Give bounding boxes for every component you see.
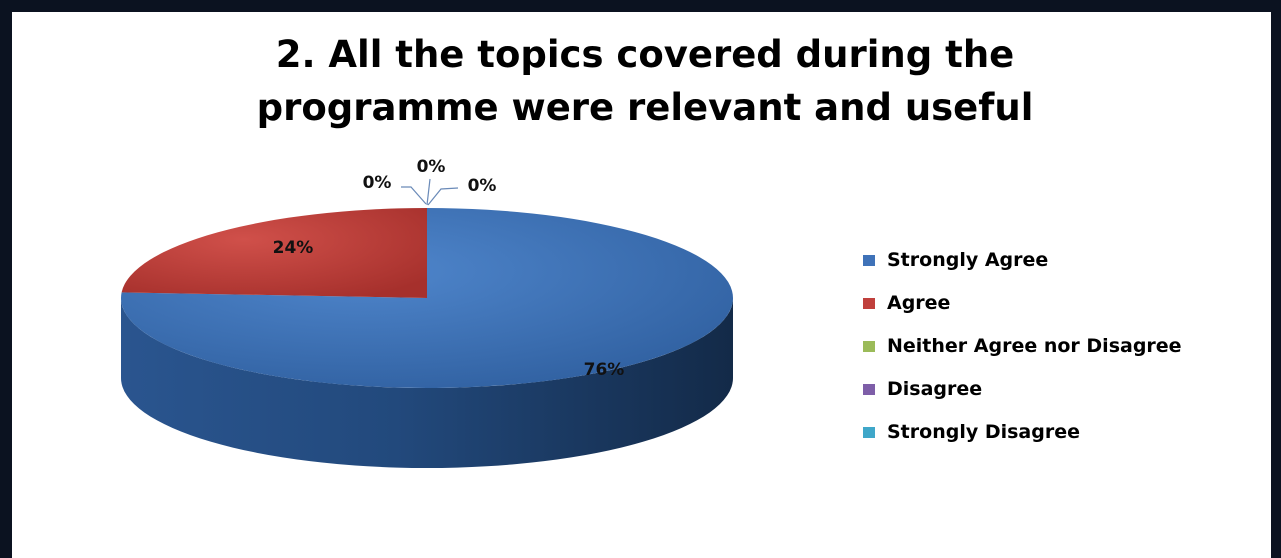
- legend-label-agree: Agree: [887, 292, 950, 314]
- data-label-disagree: 0%: [417, 157, 446, 177]
- chart-title-line-1: 2. All the topics covered during the: [276, 33, 1015, 76]
- legend-swatch-strongly-agree: [863, 255, 875, 266]
- data-label-agree: 24%: [273, 238, 314, 258]
- pie-slice-agree: [121, 208, 427, 298]
- leader-line-strongly-disagree: [427, 187, 459, 206]
- data-label-neither-agree-nor-disagree: 0%: [363, 173, 392, 193]
- legend-label-strongly-disagree: Strongly Disagree: [887, 421, 1080, 443]
- legend-label-disagree: Disagree: [887, 378, 982, 400]
- leader-line-disagree: [426, 178, 431, 206]
- legend-swatch-disagree: [863, 384, 875, 395]
- legend-swatch-neither-agree-nor-disagree: [863, 341, 875, 352]
- chart-title: 2. All the topics covered during the pro…: [257, 33, 1034, 129]
- legend: Strongly Agree Agree Neither Agree nor Dis…: [863, 249, 1182, 443]
- legend-label-strongly-agree: Strongly Agree: [887, 249, 1048, 271]
- pie-plot: [120, 208, 733, 468]
- legend-swatch-agree: [863, 298, 875, 309]
- legend-swatch-strongly-disagree: [863, 427, 875, 438]
- chart-title-line-2: programme were relevant and useful: [257, 86, 1034, 129]
- data-label-strongly-agree: 76%: [584, 360, 625, 380]
- data-labels: 76% 24% 0% 0% 0%: [273, 157, 625, 380]
- pie-side-strongly-agree: [121, 298, 733, 468]
- data-label-strongly-disagree: 0%: [468, 176, 497, 196]
- legend-label-neither-agree-nor-disagree: Neither Agree nor Disagree: [887, 335, 1182, 357]
- pie-slice-strongly-agree: [120, 208, 733, 389]
- leader-line-neither-agree-nor-disagree: [401, 186, 427, 205]
